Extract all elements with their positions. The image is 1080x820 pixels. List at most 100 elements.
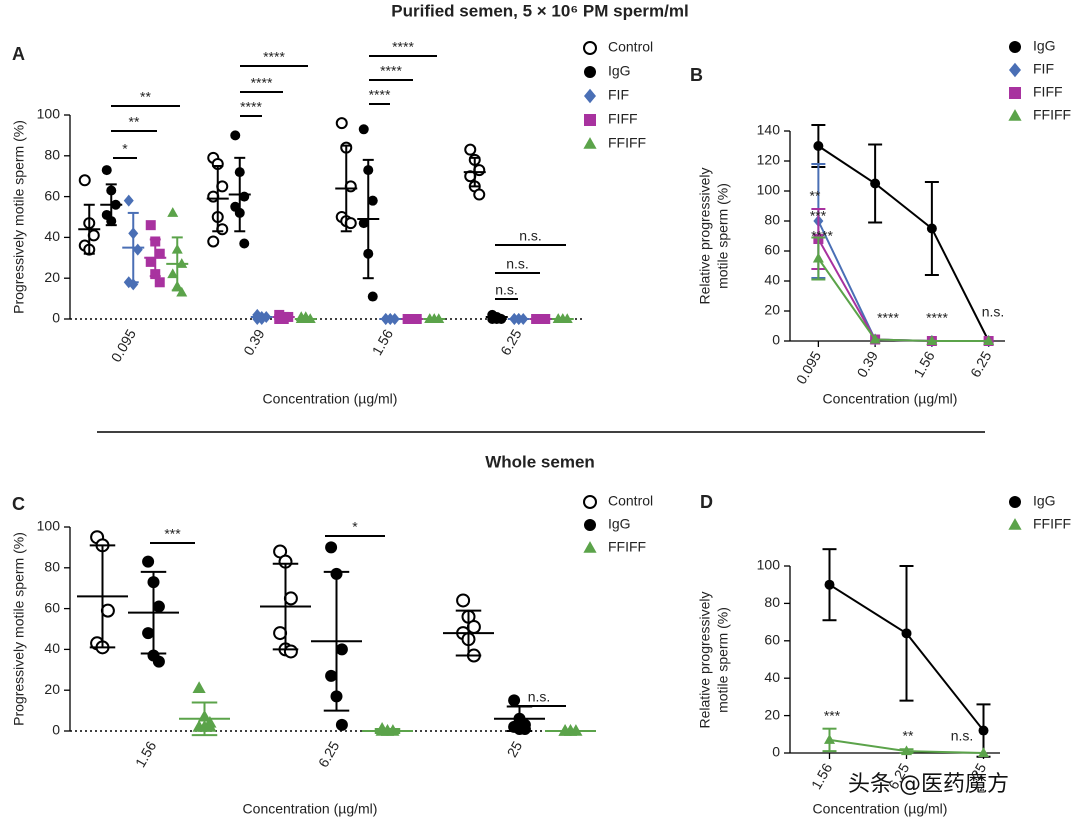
- y-tick-label: 20: [44, 269, 60, 285]
- legend-marker: [1009, 87, 1021, 99]
- legend-marker: [583, 137, 597, 149]
- data-point: [152, 655, 165, 668]
- panel-letter: C: [12, 494, 25, 514]
- significance-label: n.s.: [519, 228, 542, 244]
- legend-marker: [584, 66, 596, 78]
- section-title: Whole semen: [485, 452, 595, 471]
- x-axis-label: Concentration (µg/ml): [813, 801, 948, 817]
- data-point: [926, 335, 938, 345]
- legend-label: IgG: [608, 63, 631, 79]
- x-tick-label: 6.25: [967, 348, 995, 380]
- x-tick-label: 1.56: [910, 348, 938, 380]
- legend-marker: [583, 541, 597, 553]
- data-point: [167, 268, 179, 279]
- data-point: [203, 720, 217, 732]
- y-tick-label: 80: [44, 147, 60, 163]
- data-point: [563, 724, 578, 736]
- data-point: [145, 220, 156, 231]
- significance-label: ****: [240, 99, 262, 115]
- data-point: [230, 130, 241, 141]
- significance-label: n.s.: [528, 689, 551, 705]
- significance-label: ****: [877, 310, 899, 326]
- y-axis-label: motile sperm (%): [715, 183, 731, 289]
- y-tick-label: 20: [44, 681, 60, 697]
- y-tick-label: 60: [44, 599, 60, 615]
- legend-label: FIF: [1033, 61, 1054, 77]
- y-tick-label: 0: [772, 744, 780, 760]
- y-tick-label: 100: [37, 106, 61, 122]
- significance-label: ****: [369, 87, 391, 103]
- x-tick-label: 0.39: [853, 348, 881, 380]
- y-tick-label: 120: [757, 152, 781, 168]
- series-line: [817, 257, 989, 342]
- data-point: [239, 238, 250, 249]
- data-point: [283, 644, 298, 659]
- legend-marker: [583, 495, 597, 509]
- legend-marker: [584, 114, 596, 126]
- y-tick-label: 60: [764, 632, 780, 648]
- x-tick-label: 25: [504, 738, 526, 760]
- watermark: 头条 @医药魔方: [848, 772, 1009, 797]
- data-point: [152, 600, 165, 613]
- legend-label: FFIFF: [608, 135, 646, 151]
- data-point: [335, 643, 348, 656]
- legend-marker: [1009, 62, 1021, 78]
- legend-label: FIF: [608, 87, 629, 103]
- data-point: [123, 194, 134, 207]
- x-tick-label: 1.56: [369, 326, 397, 358]
- panel-letter: A: [12, 44, 25, 64]
- data-point: [983, 335, 995, 345]
- legend-label: FFIFF: [1033, 516, 1071, 532]
- significance-label: ***: [810, 208, 827, 224]
- y-tick-label: 20: [764, 706, 780, 722]
- legend-label: Control: [608, 493, 653, 509]
- data-point: [325, 541, 338, 554]
- significance-label: n.s.: [951, 728, 974, 744]
- y-tick-label: 80: [44, 559, 60, 575]
- significance-label: *: [352, 519, 358, 535]
- legend-marker: [1009, 41, 1021, 53]
- significance-label: ****: [263, 49, 285, 65]
- significance-label: ****: [392, 39, 414, 55]
- y-axis-label: motile sperm (%): [715, 607, 731, 713]
- data-point: [154, 277, 165, 288]
- legend-label: IgG: [608, 516, 631, 532]
- panel-letter: B: [690, 65, 703, 85]
- legend-label: FIFF: [608, 111, 638, 127]
- y-tick-label: 0: [772, 332, 780, 348]
- y-axis-label: Progressively motile sperm (%): [11, 532, 27, 726]
- y-tick-label: 80: [764, 594, 780, 610]
- significance-label: n.s.: [506, 256, 529, 272]
- legend-marker: [1009, 496, 1021, 508]
- series-line: [817, 220, 989, 342]
- data-point: [869, 333, 881, 344]
- data-point: [870, 178, 881, 189]
- x-tick-label: 6.25: [315, 738, 343, 770]
- data-point: [508, 694, 521, 707]
- legend-marker: [1008, 518, 1022, 530]
- data-point: [101, 165, 112, 176]
- data-point: [824, 579, 835, 590]
- legend-marker: [1008, 109, 1022, 121]
- legend-marker: [584, 519, 596, 531]
- legend-label: IgG: [1033, 493, 1056, 509]
- data-point: [978, 725, 989, 736]
- x-tick-label: 1.56: [132, 738, 160, 770]
- significance-label: **: [129, 114, 140, 130]
- x-tick-label: 6.25: [497, 326, 525, 358]
- x-tick-label: 1.56: [808, 760, 836, 792]
- legend-marker: [583, 41, 597, 55]
- data-point: [813, 141, 824, 151]
- panel-letter: D: [700, 492, 713, 512]
- y-tick-label: 60: [764, 242, 780, 258]
- y-tick-label: 60: [44, 187, 60, 203]
- significance-label: ****: [926, 310, 948, 326]
- y-axis-label: Relative progressively: [697, 592, 713, 729]
- significance-label: *: [122, 141, 128, 157]
- significance-label: ****: [811, 228, 833, 244]
- data-point: [207, 235, 220, 248]
- data-point: [456, 593, 471, 608]
- x-tick-label: 0.095: [108, 326, 139, 365]
- data-point: [167, 207, 179, 217]
